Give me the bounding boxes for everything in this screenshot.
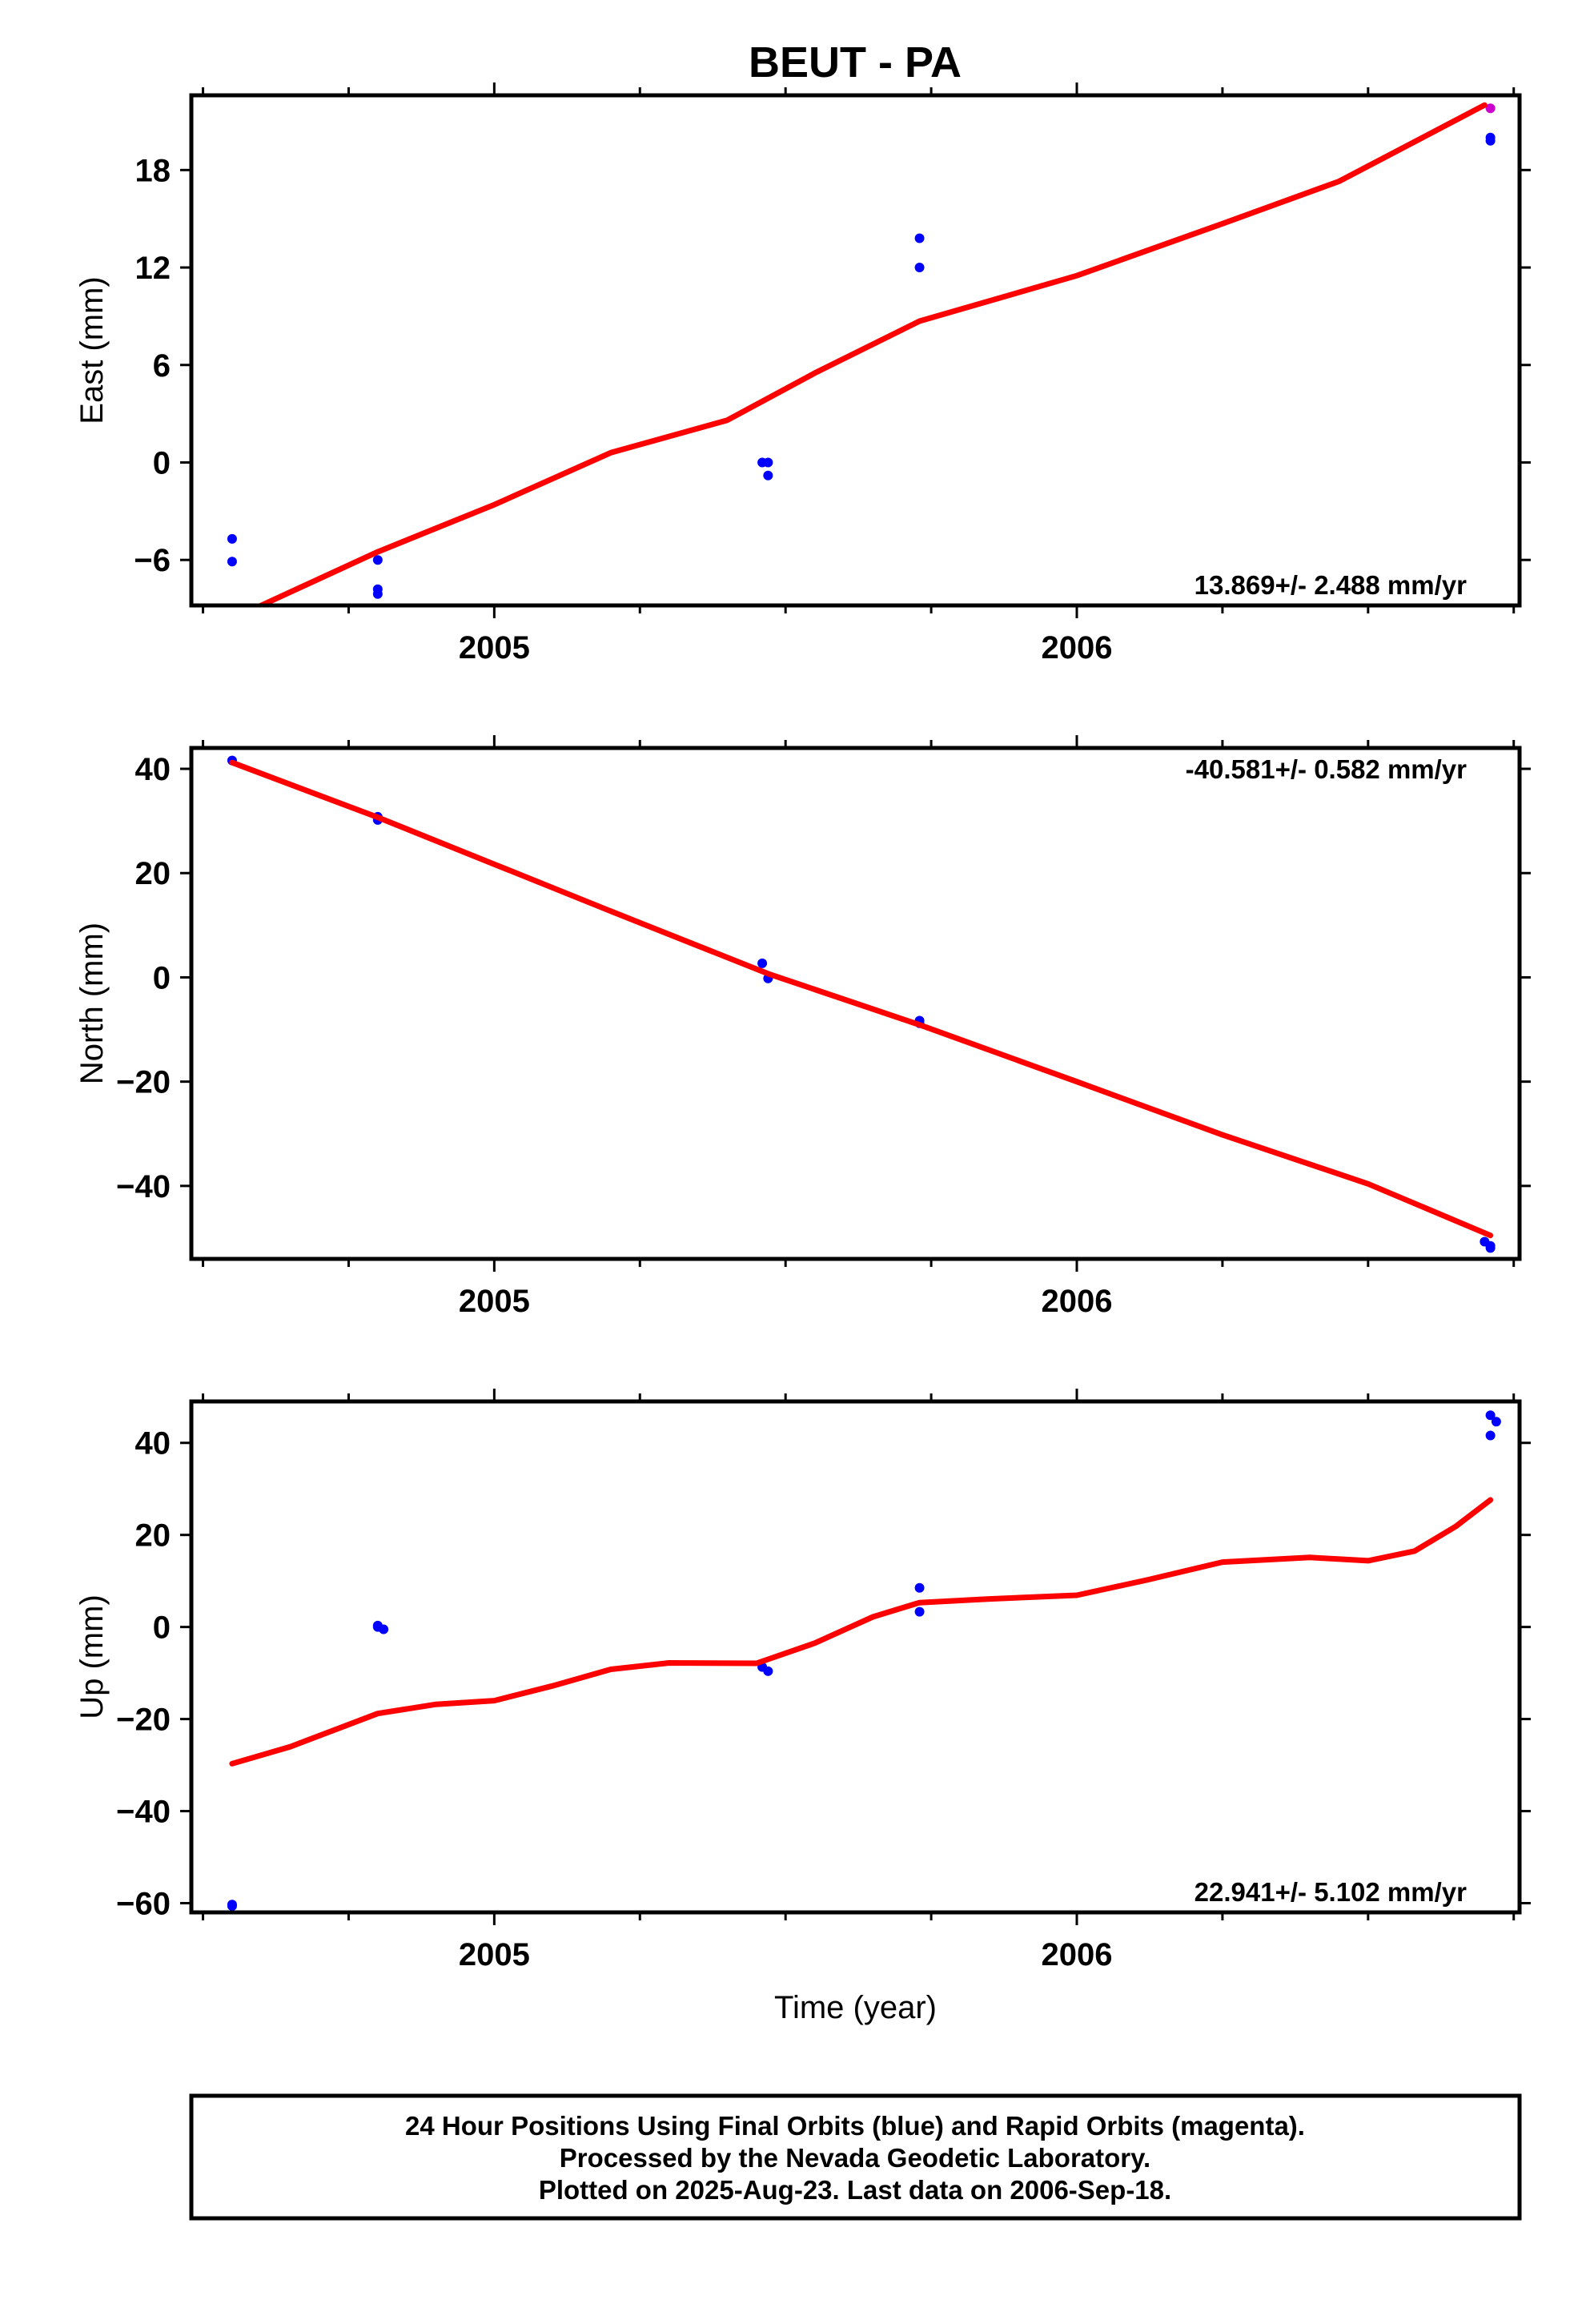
up-final-point: [914, 1606, 925, 1617]
up-data-layer: [227, 1410, 1501, 1911]
up-y-tick-label: −20: [116, 1703, 171, 1738]
footer-box: 24 Hour Positions Using Final Orbits (bl…: [189, 2093, 1522, 2221]
east-final-point: [914, 233, 925, 243]
north-y-tick-label: 20: [135, 856, 171, 891]
up-final-point: [1485, 1410, 1496, 1421]
east-panel: 2005 2006 −6 0 6 12 18 East (mm) 13.869+/- 2.488…: [74, 82, 1531, 665]
up-fit-line: [229, 1497, 1494, 1767]
up-plot-frame: [189, 1399, 1522, 1915]
up-final-point: [227, 1900, 237, 1911]
north-x-tick-label: 2006: [1042, 1284, 1113, 1319]
east-rate-label: 13.869+/- 2.488 mm/yr: [1195, 570, 1467, 600]
east-x-tick-label: 2006: [1042, 630, 1113, 665]
up-final-point: [914, 1582, 925, 1593]
east-x-tick-label: 2005: [459, 630, 530, 665]
north-panel: 2005 2006 −40 −20 0 20 40 North (mm) -40.581+/- …: [74, 735, 1531, 1319]
up-y-tick-label: 20: [135, 1518, 171, 1554]
up-x-axis-label: Time (year): [774, 1990, 937, 2025]
footer-frame: [189, 2093, 1522, 2221]
up-rate-label: 22.941+/- 5.102 mm/yr: [1195, 1877, 1467, 1907]
east-plot-frame: [189, 93, 1522, 608]
north-y-tick-label: 40: [135, 752, 171, 787]
north-data-layer: [227, 755, 1496, 1253]
east-y-tick-label: 6: [153, 348, 171, 384]
up-final-point: [1485, 1430, 1496, 1441]
footer-line-3: Plotted on 2025-Aug-23. Last data on 200…: [539, 2175, 1171, 2205]
up-y-tick-label: −60: [116, 1887, 171, 1922]
east-final-point: [227, 557, 237, 567]
east-fit-line: [258, 102, 1488, 605]
north-fit-line: [229, 759, 1494, 1239]
up-final-point: [379, 1624, 389, 1634]
up-y-tick-label: −40: [116, 1795, 171, 1830]
up-y-tick-label: 0: [153, 1610, 171, 1646]
north-y-axis-label: North (mm): [74, 923, 110, 1084]
north-x-tick-label: 2005: [459, 1284, 530, 1319]
north-y-tick-label: −40: [116, 1169, 171, 1204]
east-final-point: [914, 263, 925, 273]
east-final-point: [372, 555, 383, 565]
east-y-tick-label: 0: [153, 445, 171, 480]
chart-title: BEUT - PA: [749, 38, 962, 86]
east-data-layer: [227, 102, 1496, 605]
up-x-tick-label: 2006: [1042, 1937, 1113, 1972]
east-final-point: [763, 470, 773, 480]
east-final-point: [372, 589, 383, 599]
north-rate-label: -40.581+/- 0.582 mm/yr: [1186, 754, 1467, 784]
footer-line-2: Processed by the Nevada Geodetic Laborat…: [560, 2143, 1150, 2173]
up-final-point: [763, 1666, 773, 1676]
north-y-tick-label: 0: [153, 960, 171, 995]
east-y-axis-label: East (mm): [74, 276, 110, 424]
east-y-tick-label: 18: [135, 153, 171, 188]
east-rapid-point: [1485, 103, 1496, 114]
footer-line-1: 24 Hour Positions Using Final Orbits (bl…: [405, 2111, 1305, 2141]
up-y-tick-label: 40: [135, 1426, 171, 1462]
north-y-tick-label: −20: [116, 1065, 171, 1100]
north-final-point: [1485, 1243, 1496, 1253]
east-y-tick-label: 12: [135, 251, 171, 286]
up-final-point: [1491, 1417, 1501, 1427]
east-final-point: [763, 457, 773, 468]
up-x-tick-label: 2005: [459, 1937, 530, 1972]
east-y-tick-label: −6: [134, 543, 171, 578]
up-y-axis-label: Up (mm): [74, 1594, 110, 1719]
up-panel: 2005 2006 −60 −40 −20 0 20 40 Up (mm) Time (year)…: [74, 1389, 1531, 2025]
east-final-point: [227, 533, 237, 544]
north-plot-frame: [189, 746, 1522, 1261]
north-final-point: [757, 958, 768, 968]
east-final-point: [1485, 132, 1496, 143]
